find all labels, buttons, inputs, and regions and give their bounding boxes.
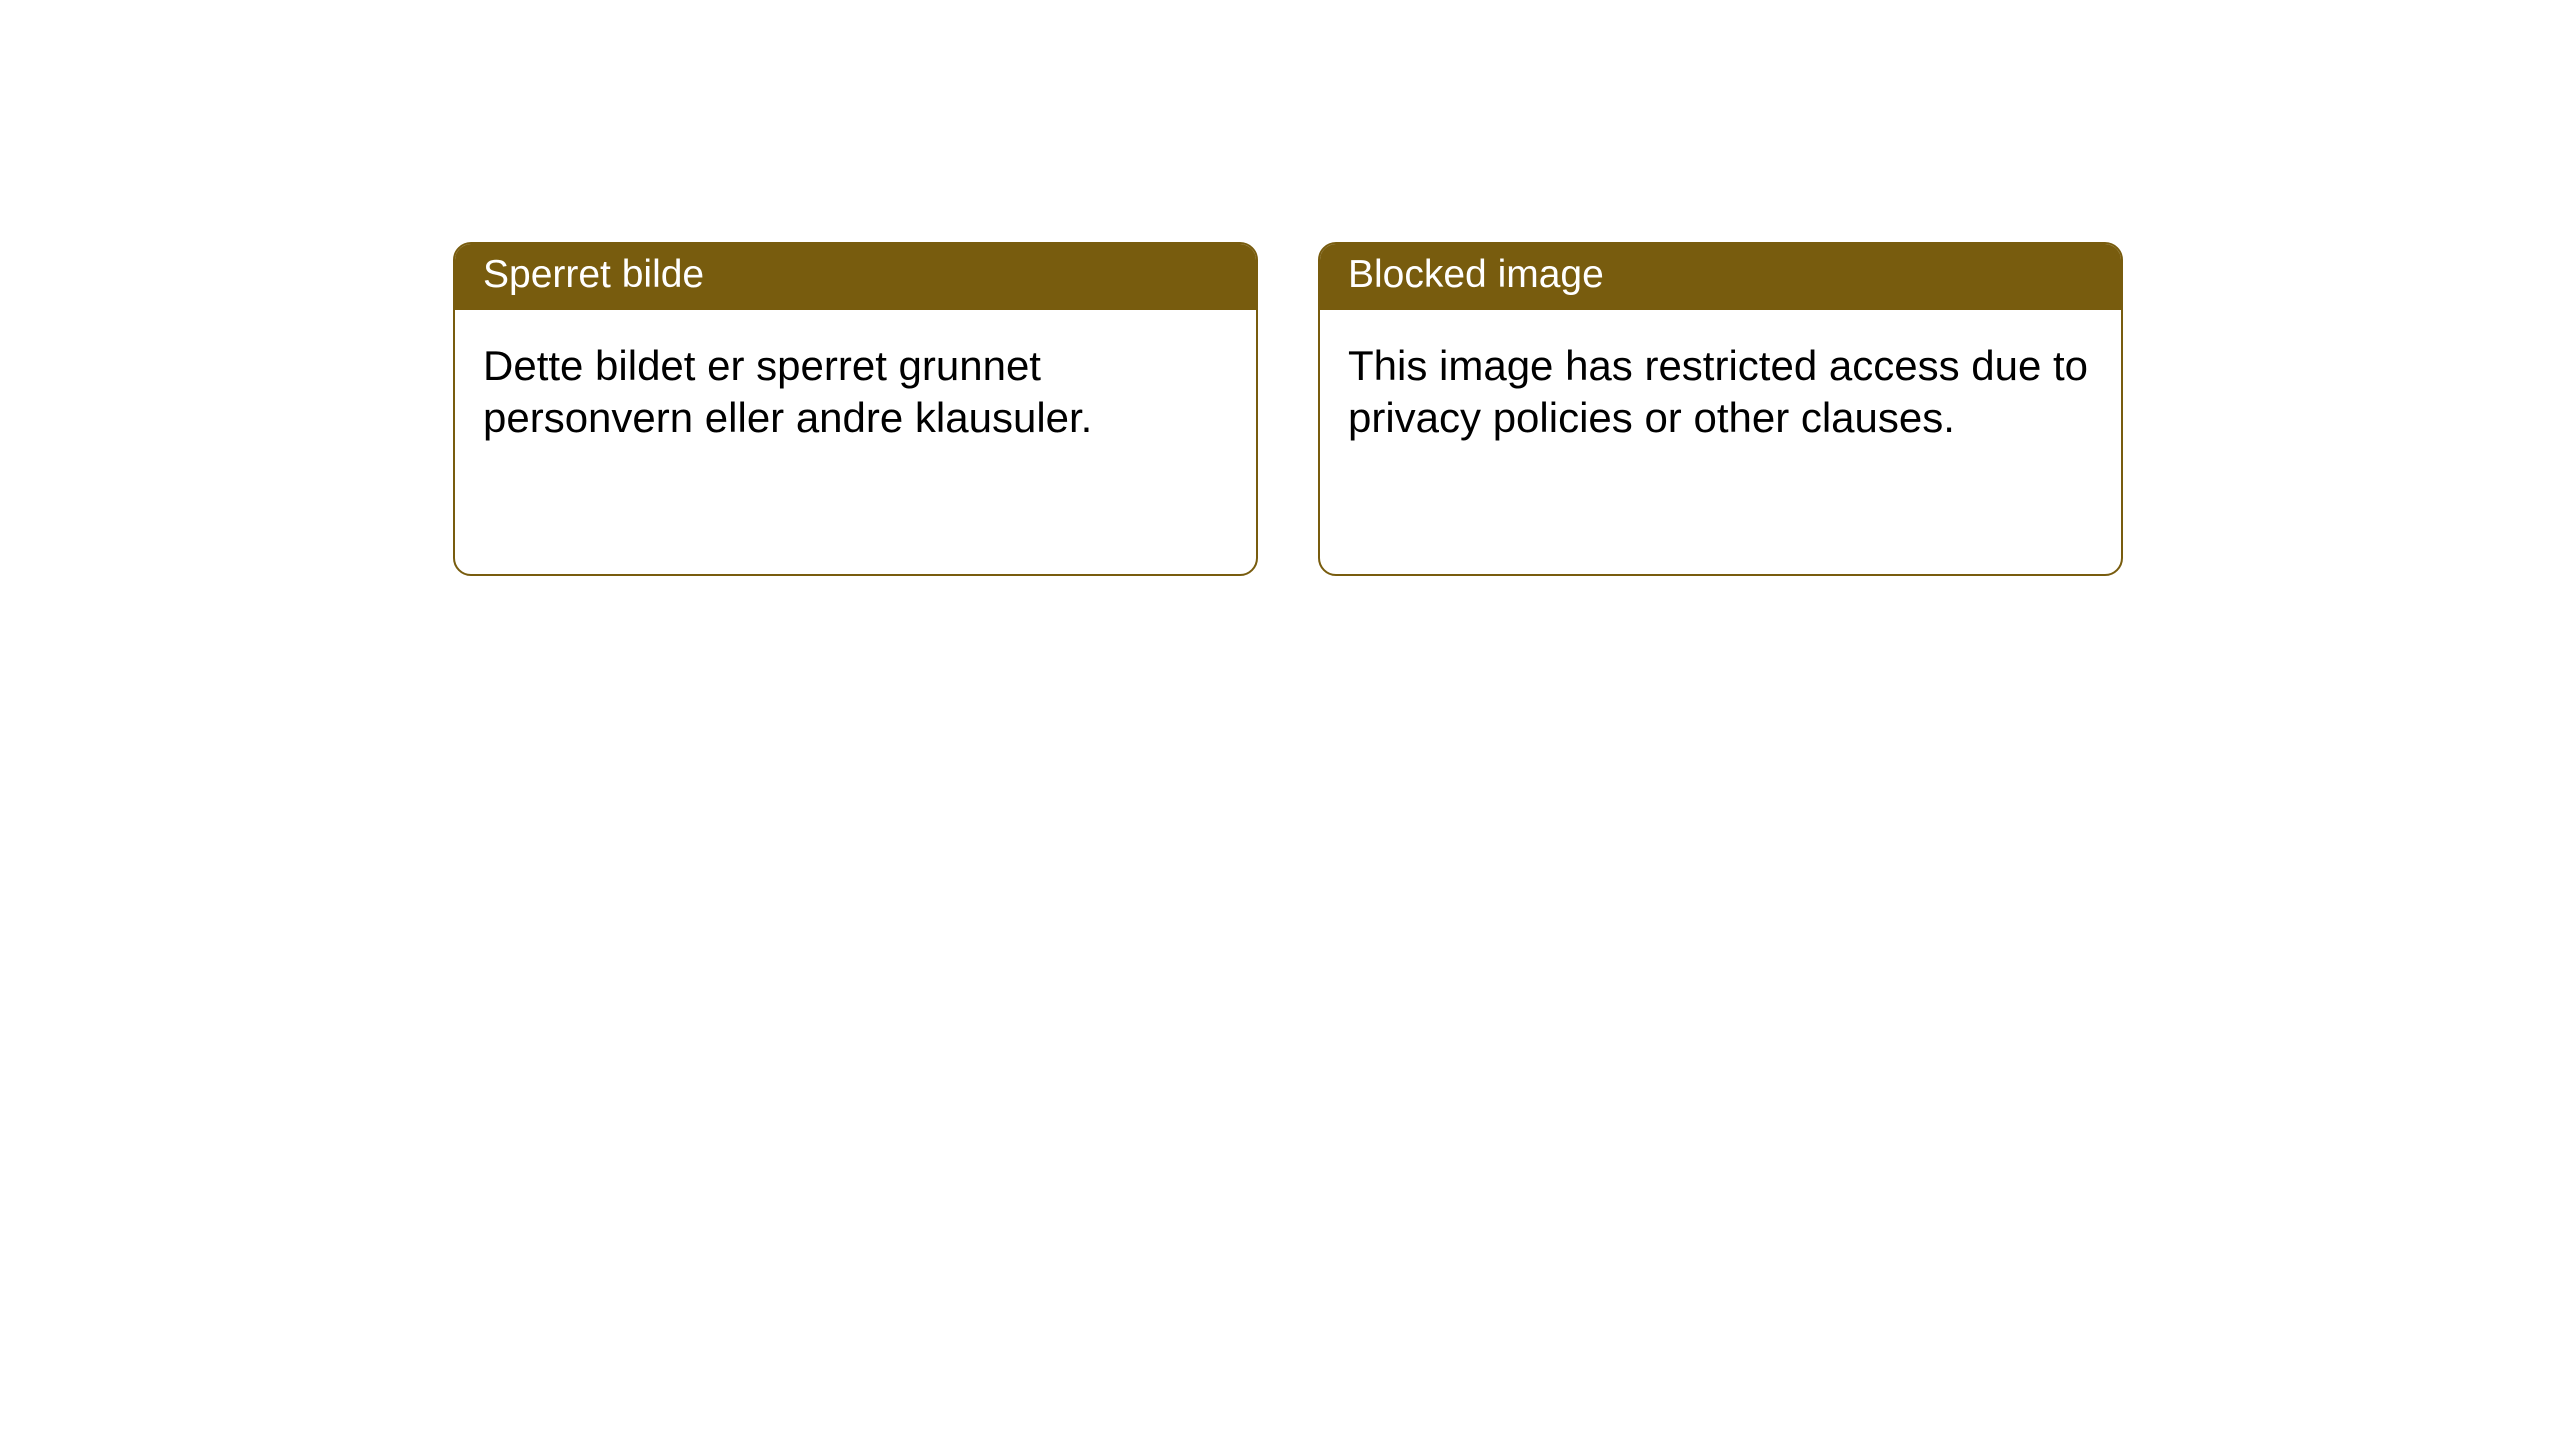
card-body: Dette bildet er sperret grunnet personve… <box>455 310 1256 474</box>
notice-container: Sperret bilde Dette bildet er sperret gr… <box>0 0 2560 576</box>
notice-card-english: Blocked image This image has restricted … <box>1318 242 2123 576</box>
card-title: Sperret bilde <box>455 244 1256 310</box>
notice-card-norwegian: Sperret bilde Dette bildet er sperret gr… <box>453 242 1258 576</box>
card-title: Blocked image <box>1320 244 2121 310</box>
card-body: This image has restricted access due to … <box>1320 310 2121 474</box>
